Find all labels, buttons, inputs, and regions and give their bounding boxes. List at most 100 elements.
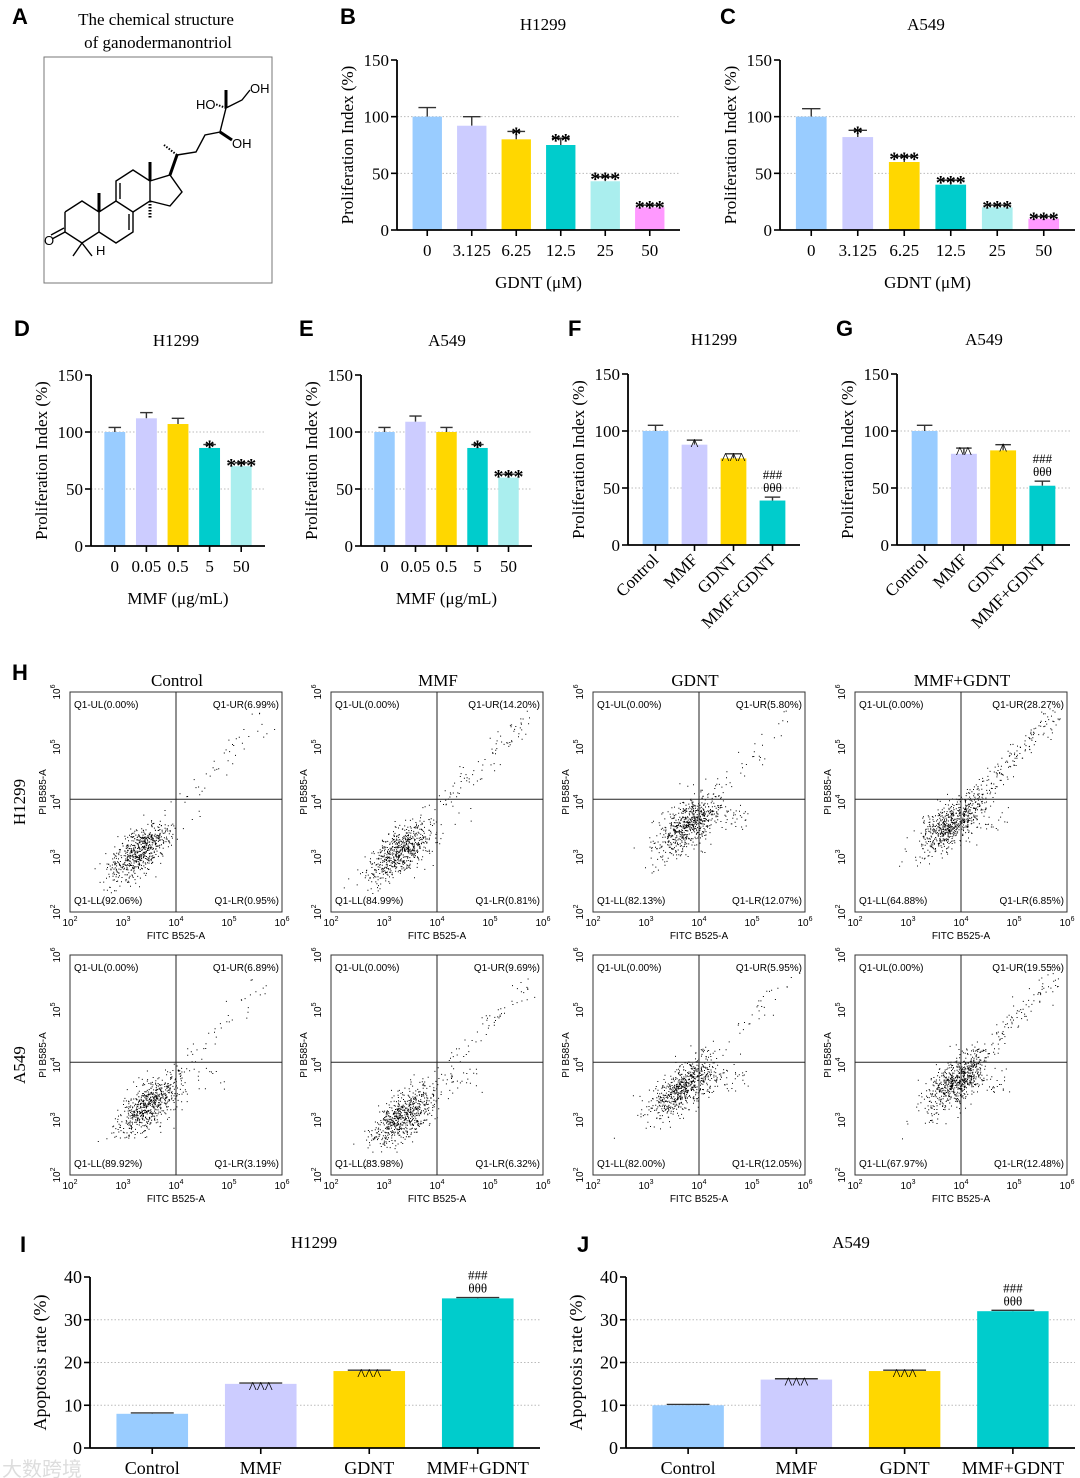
bar xyxy=(224,1383,297,1448)
x-tick-label: 103 xyxy=(900,916,915,929)
y-tick-label: 20 xyxy=(64,1353,82,1373)
exponent: 5 xyxy=(573,1002,580,1006)
exponent: 2 xyxy=(74,916,78,923)
y-tick-label: 0 xyxy=(381,221,390,240)
x-tick-label: 105 xyxy=(744,916,759,929)
bar-chart-f: F H1299 Proliferation Index (%) 0 50 100 150 Co… xyxy=(568,316,800,632)
x-tick-label: 105 xyxy=(1006,916,1021,929)
bar xyxy=(990,450,1017,545)
exponent: 4 xyxy=(311,794,318,798)
y-axis-label: PI B585-A xyxy=(299,1032,310,1078)
exponent: 3 xyxy=(573,849,580,853)
x-tick-label: 105 xyxy=(744,1179,759,1192)
exponent: 4 xyxy=(311,1057,318,1061)
y-tick-label: 50 xyxy=(372,164,389,183)
bar xyxy=(135,418,157,546)
y-tick-label: 106 xyxy=(835,947,848,962)
x-tick-label: 102 xyxy=(847,916,862,929)
bar xyxy=(1029,485,1056,545)
exponent: 4 xyxy=(835,794,842,798)
x-tick-label: 106 xyxy=(274,1179,289,1192)
bar xyxy=(652,1405,724,1448)
exponent: 4 xyxy=(180,916,184,923)
event-dots xyxy=(899,708,1061,867)
quadrant-ur-label: Q1-UR(9.69%) xyxy=(474,963,540,974)
bar-chart-j: J A549 Apoptosis rate (%) 0 10 20 30 40 Control ^… xyxy=(566,1232,1075,1478)
significance-mark: ### θθθ xyxy=(1003,1280,1023,1308)
exponent: 5 xyxy=(835,739,842,743)
quadrant-ll-label: Q1-LL(92.06%) xyxy=(74,896,142,907)
quadrant-ll-label: Q1-LL(89.92%) xyxy=(74,1159,142,1170)
quadrant-lr-label: Q1-LR(0.81%) xyxy=(476,896,540,907)
y-axis-label: PI B585-A xyxy=(823,769,834,815)
x-tick-label: 105 xyxy=(221,916,236,929)
x-tick-label: 103 xyxy=(376,1179,391,1192)
y-tick-label: 102 xyxy=(573,904,586,919)
panel-letter: E xyxy=(299,316,314,341)
bar xyxy=(467,447,488,546)
exponent: 2 xyxy=(74,1179,78,1186)
x-tick-label: 25 xyxy=(597,241,614,260)
y-axis-label: Proliferation Index (%) xyxy=(838,380,857,539)
bar xyxy=(977,1311,1049,1448)
x-tick-label: Control xyxy=(881,550,931,600)
column-title: GDNT xyxy=(671,671,719,690)
bar xyxy=(635,207,665,230)
bar xyxy=(546,145,576,230)
y-tick-label: 0 xyxy=(612,536,621,555)
panel-letter: B xyxy=(340,4,356,29)
x-tick-label: 106 xyxy=(1059,1179,1074,1192)
atom-label-oh: OH xyxy=(250,81,270,96)
bar xyxy=(405,421,426,546)
bar xyxy=(759,500,786,545)
x-tick-label: 102 xyxy=(62,1179,77,1192)
column-title: MMF+GDNT xyxy=(914,671,1011,690)
x-axis-label: MMF (μg/mL) xyxy=(396,589,497,608)
quadrant-ll-label: Q1-LL(83.98%) xyxy=(335,1159,403,1170)
quadrant-ul-label: Q1-UL(0.00%) xyxy=(335,700,399,711)
y-tick-label: 50 xyxy=(336,480,353,499)
y-axis-label: PI B585-A xyxy=(561,769,572,815)
panel-letter: I xyxy=(20,1232,26,1257)
x-tick-label: 104 xyxy=(691,1179,706,1192)
chart-title: H1299 xyxy=(291,1233,337,1252)
event-dots xyxy=(902,966,1060,1140)
quadrant-ur-label: Q1-UR(5.80%) xyxy=(736,700,802,711)
column-title: Control xyxy=(151,671,203,690)
significance-line: θθθ xyxy=(1004,1293,1023,1308)
exponent: 5 xyxy=(1018,916,1022,923)
x-tick-label: 106 xyxy=(535,1179,550,1192)
bar xyxy=(1028,218,1060,230)
exponent: 3 xyxy=(50,1112,57,1116)
y-tick-label: 106 xyxy=(311,684,324,699)
significance-mark: ### θθθ xyxy=(1033,451,1053,479)
exponent: 2 xyxy=(311,1167,318,1171)
exponent: 3 xyxy=(573,1112,580,1116)
panel-letter: G xyxy=(836,316,853,341)
panel-letter: A xyxy=(12,4,28,29)
y-tick-label: 30 xyxy=(64,1310,82,1330)
y-tick-label: 50 xyxy=(66,480,83,499)
significance-mark: * xyxy=(205,437,215,459)
exponent: 4 xyxy=(441,916,445,923)
panel-letter: C xyxy=(720,4,736,29)
significance-mark: ^ xyxy=(691,435,699,454)
x-tick-label: 0 xyxy=(380,557,389,576)
bar xyxy=(457,125,487,230)
y-axis-label: Proliferation Index (%) xyxy=(721,66,740,225)
exponent: 5 xyxy=(311,1002,318,1006)
x-tick-label: 104 xyxy=(429,916,444,929)
y-tick-label: 104 xyxy=(50,794,63,809)
y-tick-label: 103 xyxy=(50,849,63,864)
significance-mark: ### θθθ xyxy=(763,467,783,495)
quadrant-ll-label: Q1-LL(82.00%) xyxy=(597,1159,665,1170)
quadrant-lr-label: Q1-LR(3.19%) xyxy=(215,1159,279,1170)
x-tick-label: 50 xyxy=(500,557,517,576)
x-tick-label: 102 xyxy=(847,1179,862,1192)
event-dots xyxy=(613,972,801,1139)
bar xyxy=(441,1298,514,1448)
exponent: 4 xyxy=(50,1057,57,1061)
x-tick-label: 3.125 xyxy=(839,241,877,260)
exponent: 5 xyxy=(233,916,237,923)
